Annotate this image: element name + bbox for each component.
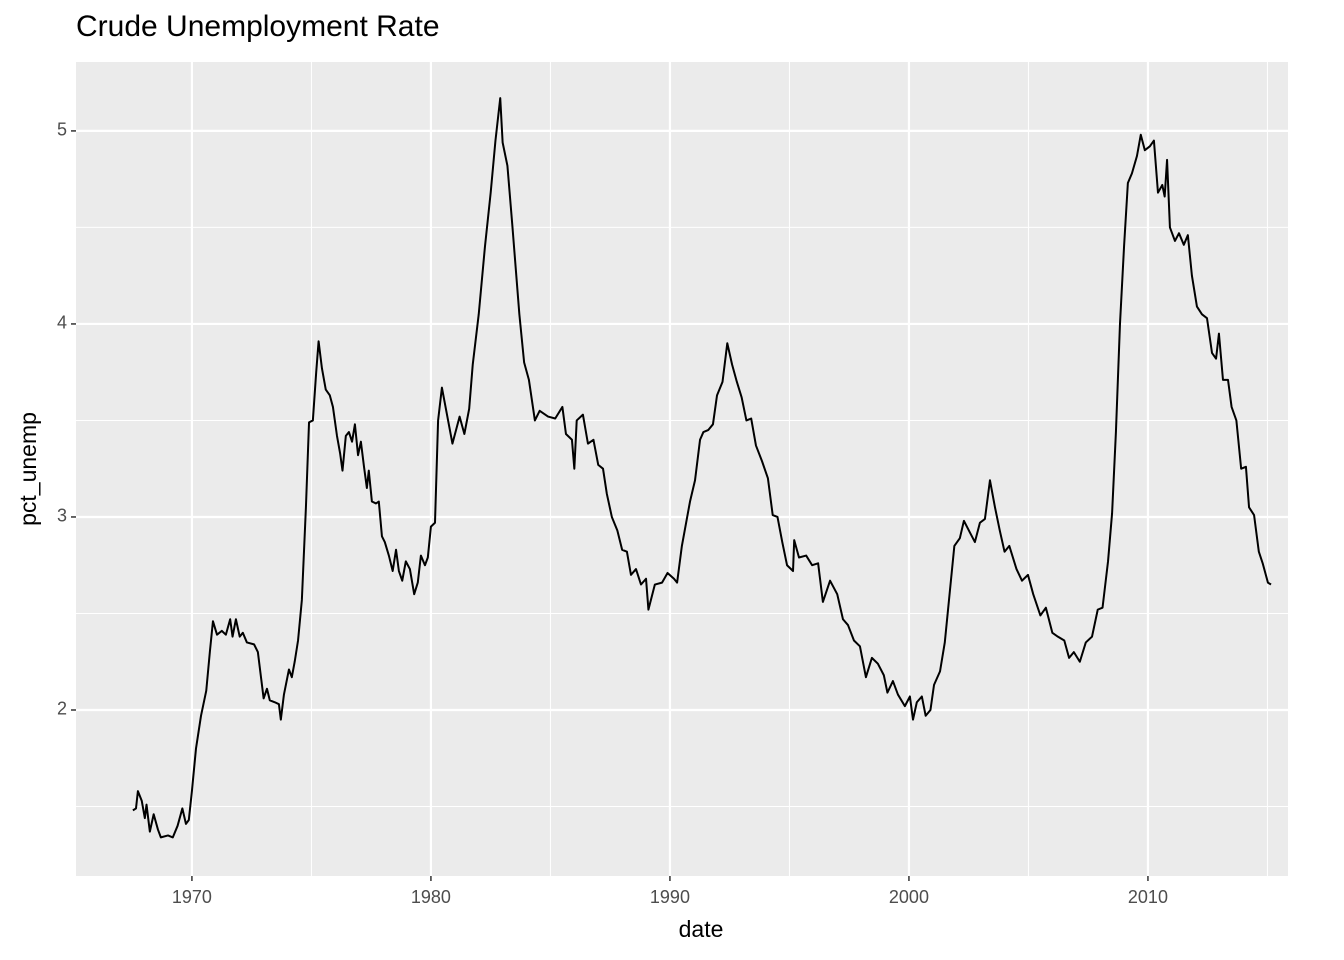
- y-tick-label: 2: [57, 699, 67, 719]
- x-axis-title: date: [679, 916, 724, 942]
- x-tick-label: 1970: [172, 887, 212, 907]
- y-tick-label: 5: [57, 120, 67, 140]
- plot-panel: [76, 62, 1288, 876]
- x-tick-label: 1980: [411, 887, 451, 907]
- y-axis-title: pct_unemp: [15, 412, 41, 526]
- x-tick-label: 2000: [889, 887, 929, 907]
- y-tick-label: 3: [57, 506, 67, 526]
- x-tick-label: 1990: [650, 887, 690, 907]
- data-line: [132, 97, 1272, 839]
- x-tick-label: 2010: [1128, 887, 1168, 907]
- chart-title: Crude Unemployment Rate: [76, 10, 440, 43]
- y-tick-label: 4: [57, 313, 67, 333]
